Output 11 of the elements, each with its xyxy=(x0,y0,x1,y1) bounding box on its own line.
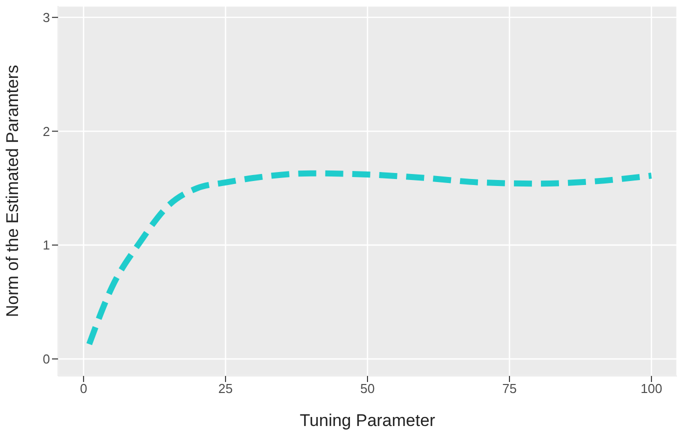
x-tick-label: 100 xyxy=(640,381,662,396)
x-tick-label: 50 xyxy=(360,381,375,396)
x-tick-label: 25 xyxy=(218,381,233,396)
y-tick-label: 1 xyxy=(42,238,50,253)
y-tick-label: 2 xyxy=(42,124,50,139)
y-axis-title: Norm of the Estimated Paramters xyxy=(3,64,22,318)
y-tick-label: 0 xyxy=(42,352,50,367)
x-axis-title: Tuning Parameter xyxy=(300,411,436,430)
x-tick-label: 75 xyxy=(502,381,517,396)
y-tick-label: 3 xyxy=(42,10,50,25)
x-tick-label: 0 xyxy=(80,381,88,396)
